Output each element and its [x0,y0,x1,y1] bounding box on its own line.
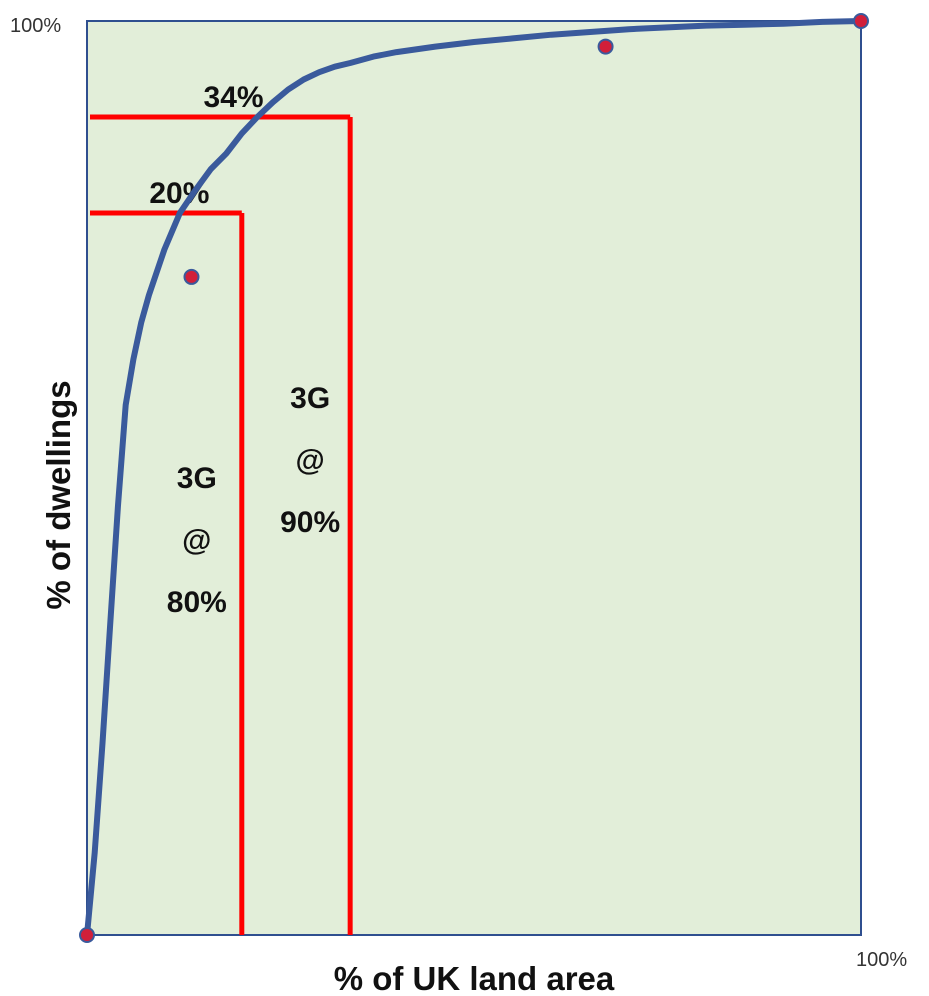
guide-land-label: 34% [204,81,264,114]
series-marker [597,38,614,55]
y-axis-max-label: 100% [10,15,61,37]
guide-coverage-label: 80% [167,586,227,619]
guide-labels: 20%3G@80%34%3G@90% [149,81,340,619]
x-axis-title: % of UK land area [334,960,615,996]
guide-coverage-label: 3G [290,382,330,415]
series-line [84,18,864,938]
guide-coverage-label: @ [182,524,211,557]
series-marker [183,268,200,285]
series-marker [853,13,869,29]
guide-coverage-label: @ [296,444,325,477]
plot-area [86,20,862,936]
guide-coverage-label: 3G [177,462,217,495]
x-axis-max-label: 100% [856,949,907,971]
markers [79,13,869,943]
y-axis-title: % of dwellings [40,380,77,609]
guide-lines [90,114,353,935]
guide-coverage-label: 90% [280,506,340,539]
series-marker [79,927,95,943]
